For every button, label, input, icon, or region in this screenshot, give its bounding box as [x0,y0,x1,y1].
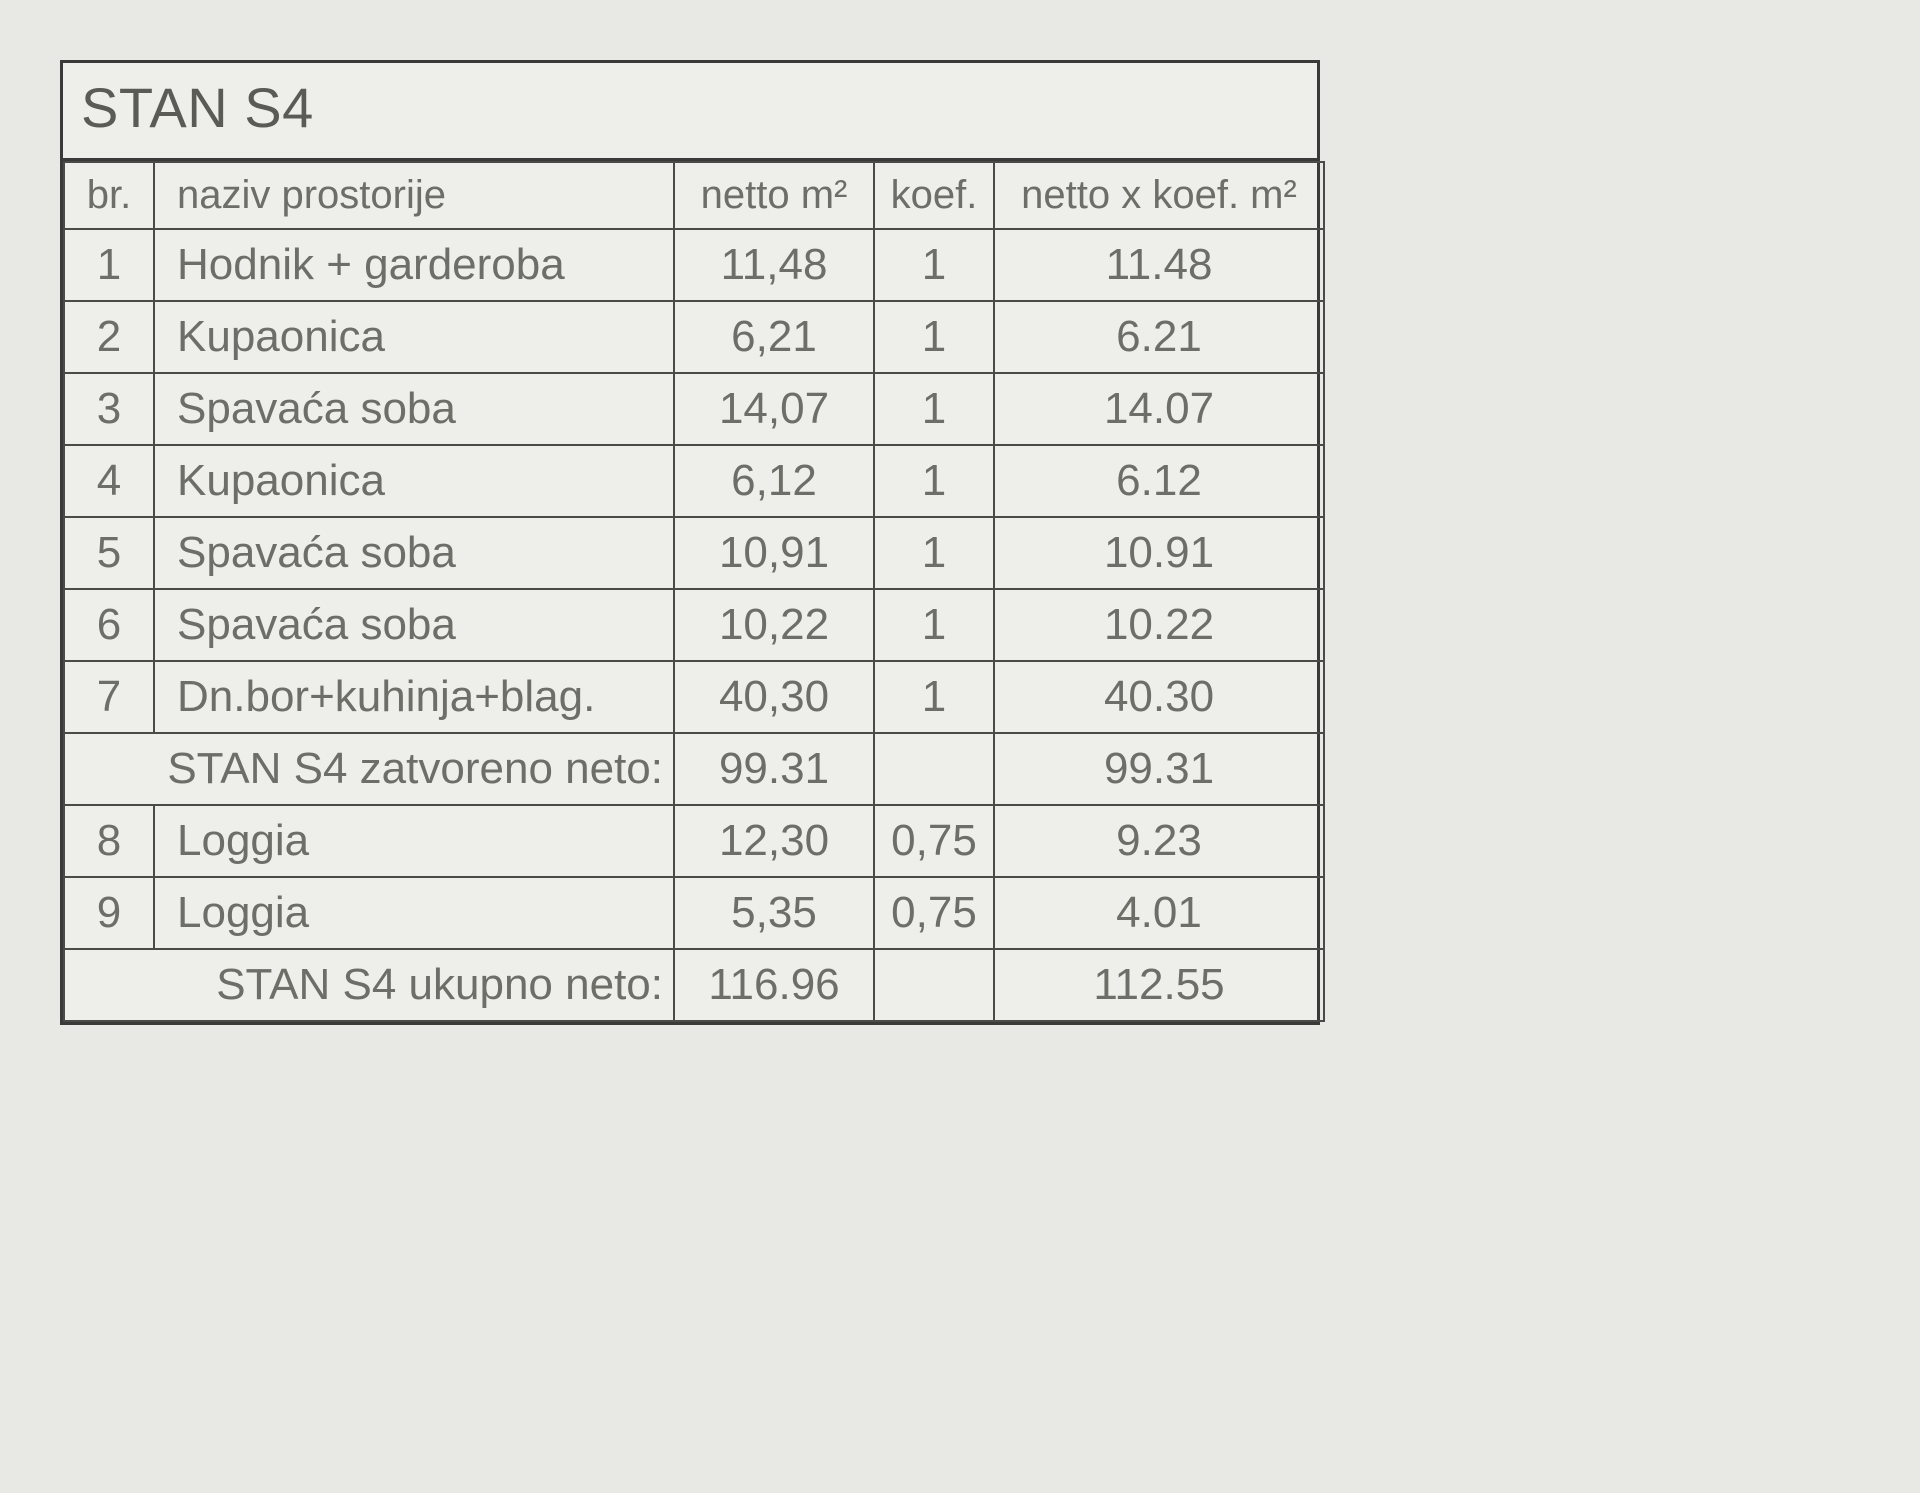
table-row: 6 Spavaća soba 10,22 1 10.22 [64,589,1324,661]
cell-br: 7 [64,661,154,733]
subtotal-total-label: STAN S4 ukupno neto: [64,949,674,1021]
cell-netto: 40,30 [674,661,874,733]
table-row: 5 Spavaća soba 10,91 1 10.91 [64,517,1324,589]
table-row: 2 Kupaonica 6,21 1 6.21 [64,301,1324,373]
cell-netto: 11,48 [674,229,874,301]
col-header-calc: netto x koef. m² [994,162,1324,229]
cell-netto: 10,22 [674,589,874,661]
cell-calc: 4.01 [994,877,1324,949]
table-title: STAN S4 [63,63,1317,161]
subtotal-closed-netto: 99.31 [674,733,874,805]
cell-koef: 0,75 [874,805,994,877]
cell-naziv: Loggia [154,805,674,877]
col-header-naziv: naziv prostorije [154,162,674,229]
cell-calc: 9.23 [994,805,1324,877]
cell-naziv: Spavaća soba [154,589,674,661]
table-row: 9 Loggia 5,35 0,75 4.01 [64,877,1324,949]
cell-br: 9 [64,877,154,949]
cell-br: 2 [64,301,154,373]
col-header-br: br. [64,162,154,229]
cell-naziv: Loggia [154,877,674,949]
cell-naziv: Dn.bor+kuhinja+blag. [154,661,674,733]
cell-koef: 1 [874,517,994,589]
cell-calc: 6.12 [994,445,1324,517]
table-row: 8 Loggia 12,30 0,75 9.23 [64,805,1324,877]
subtotal-closed-koef [874,733,994,805]
cell-naziv: Spavaća soba [154,517,674,589]
cell-calc: 14.07 [994,373,1324,445]
cell-netto: 10,91 [674,517,874,589]
cell-netto: 6,21 [674,301,874,373]
cell-koef: 1 [874,661,994,733]
subtotal-total-koef [874,949,994,1021]
cell-br: 1 [64,229,154,301]
subtotal-row-closed: STAN S4 zatvoreno neto: 99.31 99.31 [64,733,1324,805]
table-header-row: br. naziv prostorije netto m² koef. nett… [64,162,1324,229]
cell-calc: 10.91 [994,517,1324,589]
cell-netto: 14,07 [674,373,874,445]
subtotal-row-total: STAN S4 ukupno neto: 116.96 112.55 [64,949,1324,1021]
cell-koef: 1 [874,301,994,373]
cell-br: 4 [64,445,154,517]
cell-koef: 1 [874,589,994,661]
cell-koef: 0,75 [874,877,994,949]
cell-br: 6 [64,589,154,661]
table-row: 7 Dn.bor+kuhinja+blag. 40,30 1 40.30 [64,661,1324,733]
cell-koef: 1 [874,445,994,517]
cell-naziv: Spavaća soba [154,373,674,445]
subtotal-closed-label: STAN S4 zatvoreno neto: [64,733,674,805]
table-row: 1 Hodnik + garderoba 11,48 1 11.48 [64,229,1324,301]
table-row: 4 Kupaonica 6,12 1 6.12 [64,445,1324,517]
cell-naziv: Kupaonica [154,301,674,373]
cell-calc: 10.22 [994,589,1324,661]
cell-br: 8 [64,805,154,877]
cell-calc: 11.48 [994,229,1324,301]
col-header-koef: koef. [874,162,994,229]
subtotal-total-calc: 112.55 [994,949,1324,1021]
subtotal-total-netto: 116.96 [674,949,874,1021]
cell-br: 3 [64,373,154,445]
col-header-netto: netto m² [674,162,874,229]
cell-calc: 40.30 [994,661,1324,733]
cell-br: 5 [64,517,154,589]
cell-koef: 1 [874,229,994,301]
subtotal-closed-calc: 99.31 [994,733,1324,805]
cell-naziv: Hodnik + garderoba [154,229,674,301]
cell-netto: 5,35 [674,877,874,949]
apartment-area-table: STAN S4 br. naziv prostorije netto m² ko… [60,60,1320,1025]
cell-naziv: Kupaonica [154,445,674,517]
cell-koef: 1 [874,373,994,445]
cell-netto: 6,12 [674,445,874,517]
cell-netto: 12,30 [674,805,874,877]
area-table: br. naziv prostorije netto m² koef. nett… [63,161,1325,1022]
cell-calc: 6.21 [994,301,1324,373]
table-row: 3 Spavaća soba 14,07 1 14.07 [64,373,1324,445]
